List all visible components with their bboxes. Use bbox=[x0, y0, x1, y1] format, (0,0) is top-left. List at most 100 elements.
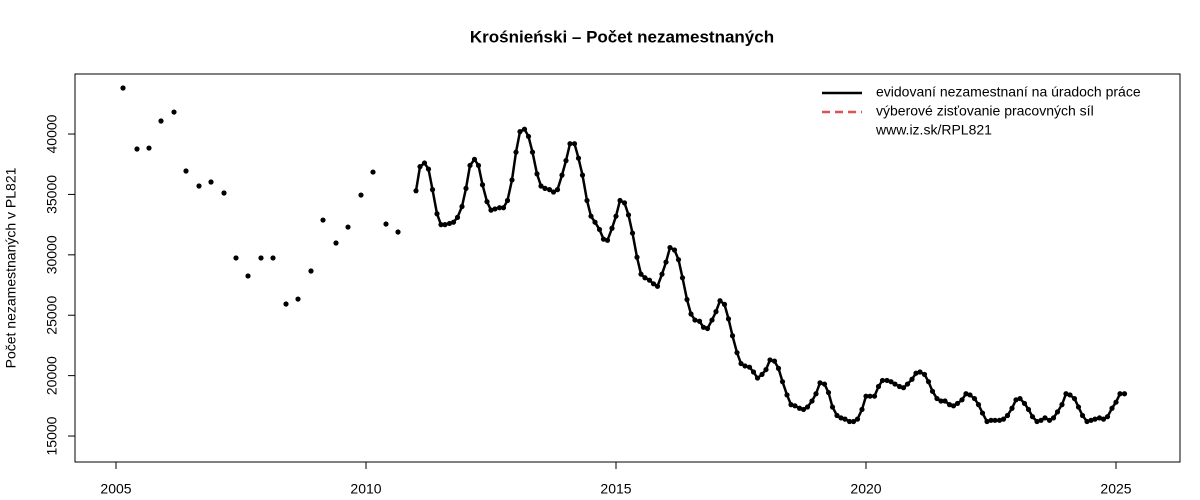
data-point bbox=[671, 247, 678, 253]
data-point bbox=[896, 383, 903, 390]
data-point bbox=[417, 164, 423, 170]
data-point bbox=[1096, 415, 1103, 421]
data-point bbox=[538, 183, 544, 189]
data-point bbox=[996, 417, 1003, 423]
data-point bbox=[817, 380, 823, 386]
data-point bbox=[950, 403, 957, 409]
data-point bbox=[1075, 404, 1082, 410]
data-point bbox=[471, 156, 478, 163]
data-point bbox=[804, 404, 811, 410]
data-point bbox=[521, 126, 528, 132]
data-point bbox=[1000, 416, 1007, 422]
data-point bbox=[959, 397, 965, 403]
data-point bbox=[1021, 400, 1028, 407]
legend-label: výberové zisťovanie pracovných síl bbox=[876, 103, 1094, 119]
data-point bbox=[888, 379, 894, 385]
data-point bbox=[525, 133, 532, 140]
y-tick-label: 20000 bbox=[44, 356, 60, 395]
data-point bbox=[938, 398, 944, 404]
data-point bbox=[979, 410, 986, 416]
data-point bbox=[800, 406, 807, 413]
data-point bbox=[725, 316, 732, 322]
data-point bbox=[879, 377, 886, 384]
data-point bbox=[270, 255, 276, 261]
data-point bbox=[504, 197, 511, 204]
data-point bbox=[992, 417, 998, 423]
data-point bbox=[850, 418, 857, 425]
data-point bbox=[900, 385, 907, 391]
chart-title: Krośnieński – Počet nezamestnaných bbox=[470, 27, 774, 46]
data-point bbox=[779, 379, 786, 385]
annotation: www.iz.sk/RPL821 bbox=[875, 122, 992, 138]
data-point bbox=[575, 155, 582, 161]
data-point bbox=[438, 222, 444, 228]
data-point bbox=[1042, 415, 1048, 421]
data-point bbox=[642, 275, 648, 281]
data-point bbox=[542, 185, 548, 191]
data-point bbox=[792, 403, 798, 409]
data-point bbox=[854, 416, 861, 422]
data-point bbox=[638, 271, 644, 277]
data-point bbox=[621, 200, 628, 206]
y-axis-label: Počet nezamestnaných v PL821 bbox=[3, 167, 19, 368]
data-point bbox=[546, 187, 553, 193]
data-point bbox=[871, 393, 878, 399]
data-point bbox=[1071, 395, 1078, 402]
data-point bbox=[1017, 395, 1023, 402]
data-point bbox=[1092, 416, 1098, 422]
data-point bbox=[1121, 391, 1128, 397]
data-point bbox=[320, 217, 326, 223]
data-point bbox=[588, 213, 594, 219]
data-point bbox=[754, 375, 761, 381]
data-point bbox=[934, 395, 940, 402]
plot-frame bbox=[74, 73, 1181, 463]
data-point bbox=[1088, 417, 1094, 423]
data-point bbox=[158, 118, 164, 124]
data-point bbox=[713, 309, 719, 315]
data-point bbox=[629, 230, 636, 236]
data-point bbox=[295, 296, 301, 302]
data-point bbox=[650, 281, 657, 287]
data-point bbox=[692, 317, 698, 323]
data-point bbox=[429, 187, 436, 193]
y-tick-label: 40000 bbox=[44, 114, 60, 153]
data-point bbox=[554, 187, 561, 193]
data-point bbox=[634, 254, 640, 260]
data-point bbox=[667, 244, 673, 251]
legend-label: evidovaní nezamestnaní na úradoch práce bbox=[876, 84, 1141, 100]
data-point bbox=[684, 296, 690, 303]
x-tick-label: 2005 bbox=[100, 481, 131, 497]
data-point bbox=[1067, 392, 1073, 398]
data-point bbox=[604, 237, 611, 243]
data-point bbox=[967, 392, 973, 398]
data-point bbox=[700, 324, 707, 330]
x-tick-label: 2020 bbox=[850, 481, 881, 497]
data-point bbox=[679, 275, 686, 281]
data-point bbox=[904, 381, 911, 387]
data-point bbox=[425, 166, 432, 172]
data-point bbox=[550, 189, 557, 195]
data-point bbox=[696, 318, 703, 324]
data-point bbox=[509, 177, 515, 183]
data-point bbox=[120, 85, 126, 91]
data-point bbox=[500, 205, 507, 211]
data-point bbox=[442, 222, 448, 228]
data-point bbox=[488, 207, 494, 213]
data-point bbox=[784, 392, 790, 398]
y-tick-label: 30000 bbox=[44, 235, 60, 274]
data-point bbox=[467, 162, 473, 169]
data-point bbox=[929, 388, 936, 394]
data-point bbox=[746, 364, 753, 370]
data-point bbox=[245, 273, 251, 279]
data-point bbox=[813, 391, 819, 397]
data-point bbox=[875, 383, 882, 390]
data-point bbox=[954, 400, 961, 407]
data-point bbox=[771, 358, 778, 364]
data-point bbox=[775, 365, 782, 371]
data-point bbox=[1054, 409, 1061, 415]
data-point bbox=[1038, 417, 1044, 423]
data-point bbox=[559, 172, 565, 178]
data-point bbox=[413, 188, 419, 194]
data-point bbox=[729, 333, 736, 339]
